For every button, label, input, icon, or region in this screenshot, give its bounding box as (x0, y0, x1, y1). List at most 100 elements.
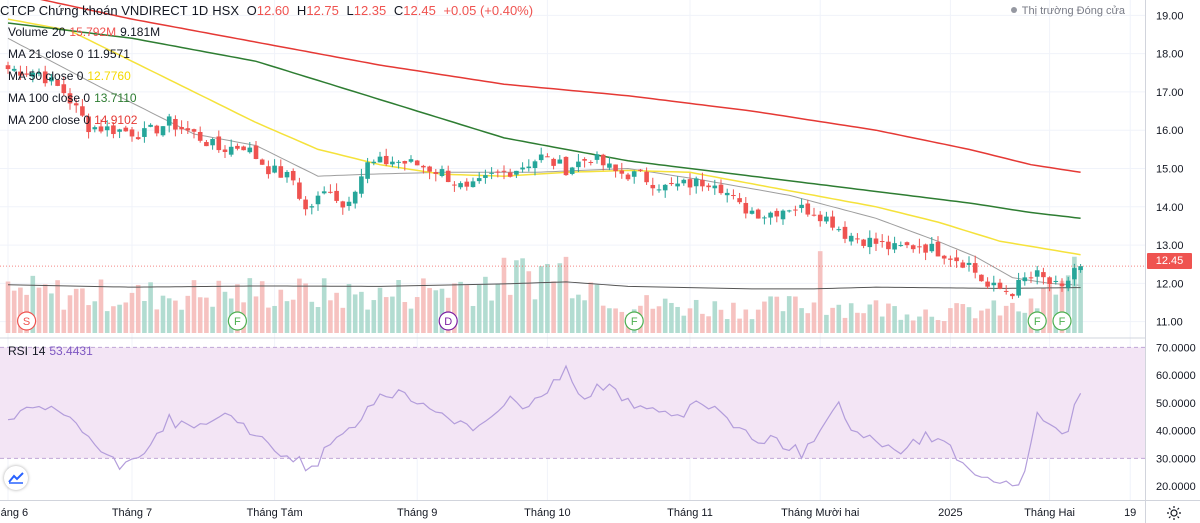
volume-bar (340, 307, 346, 333)
candle-body (247, 147, 253, 153)
volume-bar (1016, 311, 1021, 333)
volume-bar (352, 294, 358, 333)
volume-bar (98, 279, 104, 333)
candle-body (284, 171, 290, 178)
candle-body (297, 182, 302, 199)
candle-body (396, 161, 401, 163)
volume-bar (613, 308, 618, 333)
volume-bar (253, 296, 259, 333)
volume-bar (30, 275, 36, 333)
volume-bar (706, 316, 711, 333)
candle-body (346, 201, 352, 206)
volume-bar (656, 306, 662, 333)
rsi-tick-label: 30.0000 (1156, 453, 1196, 465)
candle-body (638, 169, 643, 171)
candle-body (786, 210, 792, 212)
candle-body (464, 181, 470, 187)
volume-bar (867, 304, 873, 333)
candle-body (402, 161, 408, 164)
volume-bar (948, 308, 953, 333)
volume-bar (346, 284, 352, 333)
candle-body (650, 184, 656, 189)
volume-bar (464, 285, 470, 333)
volume-bar (166, 298, 172, 333)
volume-bar (737, 318, 742, 333)
volume-bar (1072, 256, 1077, 333)
candle-body (135, 137, 141, 140)
ma-line-ma50 (7, 18, 1081, 256)
price-tick-label: 12.00 (1156, 278, 1184, 290)
candle-body (824, 216, 829, 222)
interval-label[interactable]: 1D (191, 3, 209, 18)
low-label: L (346, 3, 354, 18)
candle-body (569, 167, 575, 174)
candle-body (67, 93, 73, 104)
event-letter: F (1034, 316, 1041, 328)
candle-body (272, 165, 277, 173)
candle-body (1010, 293, 1015, 297)
volume-bar (1078, 268, 1083, 333)
price-tick-label: 11.00 (1156, 317, 1183, 329)
ma200-legend[interactable]: MA 200 close 0 14.9102 (8, 113, 138, 127)
candle-body (334, 190, 339, 201)
candle-body (861, 239, 866, 246)
candle-body (1034, 270, 1040, 277)
candle-body (433, 172, 439, 174)
candle-body (179, 126, 184, 130)
settings-gear-icon[interactable] (1166, 505, 1182, 521)
volume-bar (830, 307, 835, 333)
volume-bar (650, 308, 656, 333)
rsi-tick-label: 50.0000 (1156, 398, 1196, 410)
candle-body (979, 274, 984, 282)
axes: 19.00 18.00 17.00 16.00 15.00 14.00 13.00 12.00… (0, 10, 1196, 519)
candle-body (191, 129, 197, 132)
candle-body (799, 204, 804, 209)
volume-bar (917, 316, 922, 333)
candle-body (11, 68, 17, 71)
price-tick-label: 19.00 (1156, 10, 1184, 22)
volume-bar (817, 251, 823, 333)
volume-legend[interactable]: Volume 20 15.792M 9.181M (8, 25, 161, 39)
time-tick-label: Tháng 10 (524, 507, 570, 519)
candle-body (693, 178, 699, 187)
ma50-legend[interactable]: MA 50 close 0 12.7760 (8, 69, 131, 83)
tradingview-logo-icon[interactable] (4, 466, 28, 490)
volume-bar (879, 316, 885, 333)
volume-bar (600, 305, 606, 333)
volume-bar (662, 298, 668, 333)
volume-bar (848, 303, 854, 333)
rsi-legend[interactable]: RSI 14 53.4431 (8, 344, 93, 358)
volume-bar (532, 299, 538, 333)
low-value: 12.35 (353, 3, 387, 18)
volume-bar (861, 313, 866, 333)
candle-body (774, 210, 780, 217)
candle-body (762, 217, 767, 219)
ma21-legend[interactable]: MA 21 close 0 11.9571 (8, 47, 130, 61)
volume-bar (396, 280, 401, 333)
volume-ma-line (7, 281, 1081, 290)
volume-bar (929, 316, 935, 333)
volume-bar (297, 278, 302, 333)
volume-bar (458, 281, 463, 333)
candle-body (253, 145, 259, 159)
event-circle (624, 311, 644, 331)
candle-body (749, 210, 755, 214)
moving-average-lines (7, 0, 1081, 286)
candle-body (619, 170, 625, 174)
volume-bar (675, 306, 680, 333)
volume-bar (700, 313, 705, 333)
volume-bar (904, 314, 910, 333)
volume-bar (470, 305, 476, 333)
open-label: O (246, 3, 257, 18)
volume-bar (687, 308, 693, 333)
symbol-title[interactable]: CTCP Chứng khoán VNDIRECT (0, 3, 188, 18)
ma100-legend[interactable]: MA 100 close 0 13.7110 (8, 91, 137, 105)
volume-bar (768, 296, 773, 333)
volume-bar (383, 297, 389, 333)
candle-body (886, 241, 891, 250)
volume-bar (321, 278, 327, 333)
volume-bar (414, 297, 420, 333)
volume-bar (786, 296, 792, 333)
